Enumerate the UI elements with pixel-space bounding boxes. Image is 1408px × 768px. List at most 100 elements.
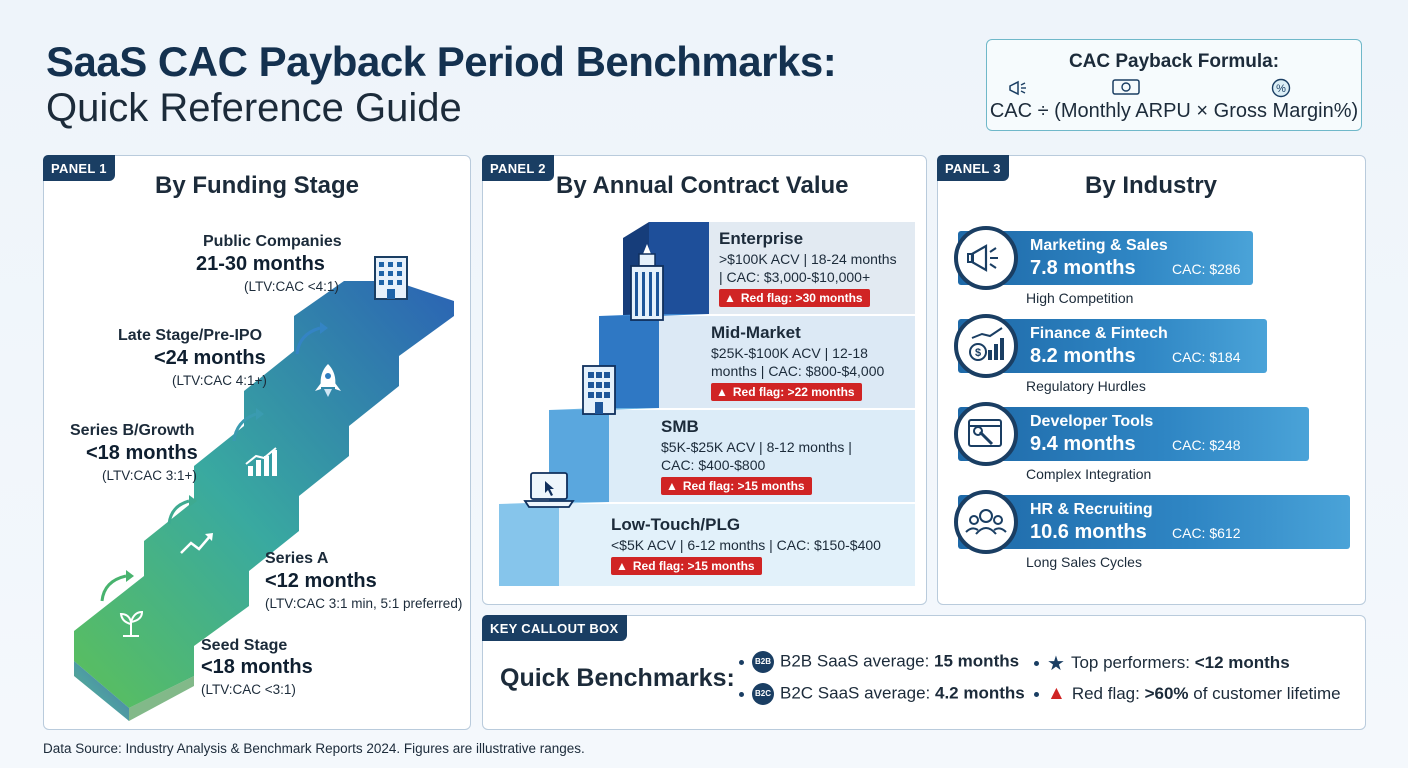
formula-text: CAC ÷ (Monthly ARPU × Gross Margin%) — [989, 100, 1359, 122]
red-flag-benchmark: ▲ Red flag: >60% of customer lifetime — [1034, 683, 1341, 705]
stage-ltv: (LTV:CAC 4:1+) — [172, 373, 267, 388]
warning-icon: ▲ — [716, 385, 728, 399]
industry-bar: HR & Recruiting 10.6 months CAC: $612 — [958, 495, 1350, 549]
formula-icons: % — [987, 78, 1361, 98]
panel-tag: PANEL 3 — [937, 155, 1009, 181]
footer-source: Data Source: Industry Analysis & Benchma… — [43, 741, 585, 756]
formula-box: CAC Payback Formula: % CAC ÷ (Monthly AR… — [986, 39, 1362, 131]
stage-months: <18 months — [86, 442, 198, 464]
industry-sub: Complex Integration — [1026, 466, 1152, 482]
building-icon — [579, 362, 619, 421]
panel-tag: PANEL 1 — [43, 155, 115, 181]
bullet-icon — [739, 691, 744, 697]
red-text: Red flag: — [1071, 684, 1145, 703]
stage-months: <18 months — [201, 656, 313, 678]
bullet-icon — [1034, 692, 1039, 698]
page-title: SaaS CAC Payback Period Benchmarks: — [46, 38, 837, 85]
panel-title: By Annual Contract Value — [556, 172, 849, 199]
industry-months: 9.4 months — [1030, 433, 1136, 455]
industry-name: HR & Recruiting — [1030, 501, 1153, 518]
warning-icon: ▲ — [724, 291, 736, 305]
tier-desc: <$5K ACV | 6-12 months | CAC: $150-$400 — [611, 537, 881, 553]
red-flag-text: Red flag: >15 months — [682, 479, 805, 493]
industry-cac: CAC: $184 — [1172, 349, 1241, 365]
tier-desc: months | CAC: $800-$4,000 — [711, 363, 885, 379]
b2c-benchmark: B2C B2C SaaS average: 4.2 months — [739, 683, 1025, 705]
industry-months: 7.8 months — [1030, 257, 1136, 279]
tier-name: Mid-Market — [711, 323, 801, 342]
panel-title: By Funding Stage — [155, 172, 359, 199]
red-flag-badge: ▲ Red flag: >22 months — [711, 383, 862, 401]
red-flag-text: Red flag: >30 months — [740, 291, 863, 305]
svg-text:$: $ — [975, 347, 981, 359]
b2b-value: 15 months — [934, 651, 1020, 671]
stage-ltv: (LTV:CAC <3:1) — [201, 682, 296, 697]
bullet-icon — [739, 659, 744, 665]
stage-months: <24 months — [154, 347, 266, 369]
tier-desc: $25K-$100K ACV | 12-18 — [711, 345, 868, 361]
industry-name: Developer Tools — [1030, 413, 1154, 430]
money-icon — [1111, 78, 1141, 101]
wrench-window-icon — [954, 402, 1018, 466]
tier-desc: | CAC: $3,000-$10,000+ — [719, 269, 871, 285]
warning-icon: ▲ — [666, 479, 678, 493]
industry-months: 8.2 months — [1030, 345, 1136, 367]
funding-staircase — [74, 281, 454, 721]
stage-ltv: (LTV:CAC 3:1 min, 5:1 preferred) — [265, 596, 463, 611]
tier-desc: $5K-$25K ACV | 8-12 months | — [661, 439, 852, 455]
red-suffix: of customer lifetime — [1188, 684, 1341, 703]
red-value: >60% — [1144, 684, 1189, 703]
industry-sub: High Competition — [1026, 290, 1134, 306]
warning-icon: ▲ — [616, 559, 628, 573]
red-flag-text: Red flag: >15 months — [632, 559, 755, 573]
b2b-text: B2B SaaS average: — [780, 651, 935, 671]
red-flag-badge: ▲ Red flag: >15 months — [661, 477, 812, 495]
tier-name: SMB — [661, 417, 699, 436]
stage-months: <12 months — [265, 570, 377, 592]
red-flag-text: Red flag: >22 months — [732, 385, 855, 399]
top-value: <12 months — [1194, 653, 1290, 672]
top-text: Top performers: — [1070, 653, 1195, 672]
svg-text:%: % — [1276, 83, 1286, 95]
stage-label: Series A — [265, 550, 329, 567]
red-flag-badge: ▲ Red flag: >15 months — [611, 557, 762, 575]
people-icon — [954, 490, 1018, 554]
stage-ltv: (LTV:CAC 3:1+) — [102, 468, 197, 483]
trend-arrow-icon — [177, 529, 217, 564]
tier-desc: >$100K ACV | 18-24 months — [719, 251, 897, 267]
bar-chart-icon — [242, 444, 282, 485]
industry-months: 10.6 months — [1030, 521, 1147, 543]
star-icon: ★ — [1047, 653, 1065, 675]
megaphone-icon — [954, 226, 1018, 290]
b2c-text: B2C SaaS average: — [780, 683, 935, 703]
tier-name: Enterprise — [719, 229, 804, 248]
industry-cac: CAC: $612 — [1172, 525, 1241, 541]
stage-label: Series B/Growth — [70, 422, 195, 439]
red-flag-badge: ▲ Red flag: >30 months — [719, 289, 870, 307]
b2c-badge: B2C — [752, 683, 774, 705]
warning-icon: ▲ — [1047, 683, 1066, 704]
tier-desc: CAC: $400-$800 — [661, 457, 766, 473]
callout-title: Quick Benchmarks: — [500, 664, 735, 692]
bullet-icon — [1034, 661, 1039, 667]
industry-name: Finance & Fintech — [1030, 325, 1168, 342]
page-subtitle: Quick Reference Guide — [46, 86, 462, 130]
office-building-icon — [369, 251, 413, 306]
rocket-icon — [309, 361, 347, 406]
panel-industry: PANEL 3 By Industry Marketing & Sales 7.… — [937, 155, 1366, 605]
formula-title: CAC Payback Formula: — [1068, 51, 1280, 72]
finance-chart-icon: $ — [954, 314, 1018, 378]
panel-tag: KEY CALLOUT BOX — [482, 615, 627, 641]
b2b-badge: B2B — [752, 651, 774, 673]
percent-icon: % — [1271, 78, 1291, 103]
skyscraper-icon — [619, 242, 675, 327]
industry-name: Marketing & Sales — [1030, 237, 1168, 254]
panel-acv: PANEL 2 By Annual Contract Value Enterpr… — [482, 155, 927, 605]
sprout-icon — [114, 606, 148, 645]
industry-cac: CAC: $286 — [1172, 261, 1241, 277]
industry-sub: Regulatory Hurdles — [1026, 378, 1146, 394]
panel-tag: PANEL 2 — [482, 155, 554, 181]
b2b-benchmark: B2B B2B SaaS average: 15 months — [739, 651, 1019, 673]
stage-label: Seed Stage — [201, 637, 288, 654]
industry-sub: Long Sales Cycles — [1026, 554, 1142, 570]
